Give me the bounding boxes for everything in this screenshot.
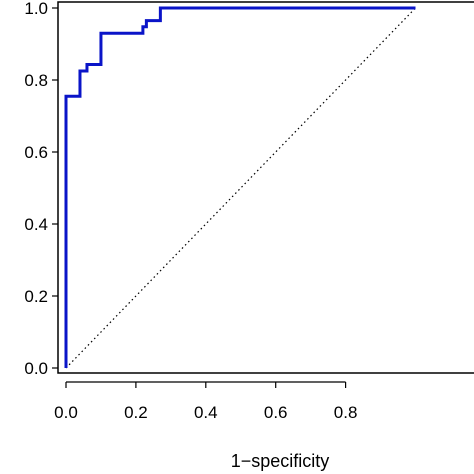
axis-layer: 0.0 0.2 0.4 0.6 0.8 1.0 0.0 0.2 0.4 0.6 0.8: [24, 0, 474, 422]
plot-frame: [57, 1, 474, 374]
x-axis-label: 1−specificity: [231, 451, 330, 471]
y-tick-label: 1.0: [24, 0, 48, 18]
x-tick-label: 0.4: [194, 403, 218, 422]
y-tick-label: 0.8: [24, 71, 48, 90]
plot-area: [64, 6, 416, 369]
plot-layer: [64, 6, 416, 369]
y-tick-label: 0.2: [24, 287, 48, 306]
x-tick-label: 0.6: [264, 403, 288, 422]
y-tick-label: 0.4: [24, 215, 48, 234]
x-tick-label: 0.2: [124, 403, 148, 422]
y-tick-label: 0.0: [24, 359, 48, 378]
y-tick-label: 0.6: [24, 143, 48, 162]
x-tick-label: 0.8: [334, 403, 358, 422]
reference-diagonal-line: [65, 7, 416, 369]
x-tick-label: 0.0: [54, 403, 78, 422]
roc-curve-series-0: [64, 6, 416, 368]
